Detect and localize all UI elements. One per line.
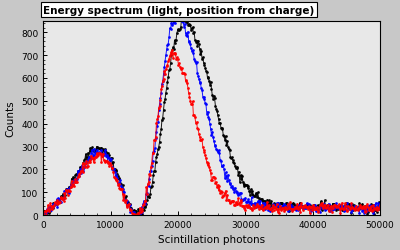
X-axis label: Scintillation photons: Scintillation photons	[158, 234, 265, 244]
Text: Energy spectrum (light, position from charge): Energy spectrum (light, position from ch…	[43, 6, 314, 16]
Y-axis label: Counts: Counts	[6, 100, 16, 137]
